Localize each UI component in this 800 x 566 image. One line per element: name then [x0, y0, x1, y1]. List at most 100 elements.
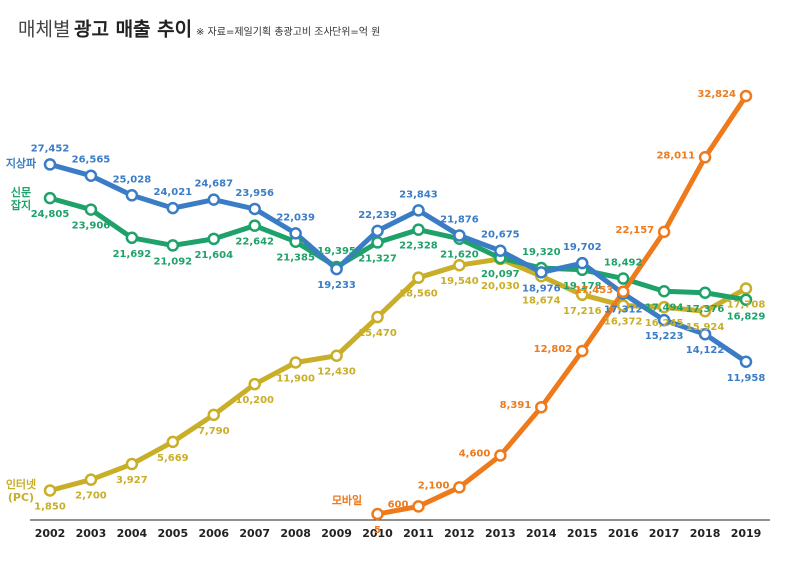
data-label: 15,223 [645, 331, 684, 342]
series-name: 모바일 [331, 494, 363, 507]
x-tick-label: 2010 [362, 527, 393, 540]
point [43, 191, 57, 205]
point [698, 304, 712, 318]
point [494, 244, 507, 257]
point [371, 224, 384, 238]
data-label: 18,560 [399, 289, 438, 300]
data-label: 26,565 [72, 155, 111, 166]
data-label: 600 [388, 499, 409, 510]
data-label: 17,708 [727, 300, 766, 311]
point [84, 473, 98, 486]
data-label: 19,540 [440, 276, 479, 287]
data-label: 23,956 [235, 188, 274, 199]
data-label: 2,100 [418, 480, 450, 491]
point [125, 457, 139, 471]
series-name: 지상파 [5, 157, 37, 170]
data-label: 28,011 [656, 150, 695, 161]
x-tick-label: 2005 [158, 527, 189, 540]
point [739, 293, 753, 306]
point [207, 193, 221, 206]
point [739, 89, 753, 103]
point [125, 189, 139, 202]
point [616, 272, 630, 285]
data-label: 4,600 [459, 448, 491, 459]
data-label: 21,620 [440, 250, 479, 261]
x-tick-label: 2017 [649, 527, 680, 540]
point [575, 344, 589, 358]
point [248, 219, 261, 232]
x-tick-label: 2009 [321, 527, 352, 540]
point [412, 500, 425, 513]
point [84, 203, 98, 216]
series-name: 인터넷 (PC) [5, 478, 37, 504]
data-label: 15,470 [358, 328, 397, 339]
point [166, 239, 180, 252]
data-label: 17,312 [604, 305, 643, 316]
data-label: 16,245 [645, 318, 684, 329]
title-prefix: 매체별 [18, 19, 70, 41]
point [207, 232, 221, 246]
data-label: 11,958 [727, 373, 766, 384]
point [371, 310, 384, 324]
x-tick-label: 2013 [485, 527, 516, 540]
data-label: 18,492 [604, 258, 643, 269]
point [657, 285, 671, 298]
data-label: 22,039 [276, 212, 315, 223]
x-tick-label: 2018 [690, 527, 721, 540]
data-label: 19,702 [563, 242, 602, 253]
data-label: 19,178 [563, 281, 602, 292]
x-tick-label: 2012 [444, 527, 475, 540]
series-line [377, 94, 749, 517]
data-label: 24,021 [154, 187, 193, 198]
x-tick-label: 2014 [526, 527, 557, 540]
data-label: 1,850 [34, 502, 66, 513]
data-label: 24,687 [194, 179, 233, 190]
x-tick-label: 2007 [239, 527, 270, 540]
data-label: 12,802 [534, 344, 573, 355]
data-label: 18,976 [522, 283, 561, 294]
data-label: 27,452 [31, 143, 70, 154]
x-tick-label: 2002 [35, 527, 66, 540]
point [698, 286, 712, 300]
data-label: 22,239 [358, 210, 397, 221]
data-label: 12,430 [317, 367, 356, 378]
data-label: 21,604 [194, 250, 233, 261]
data-label: 23,843 [399, 189, 438, 200]
data-label: 11,900 [276, 373, 315, 384]
data-label: 23,906 [72, 221, 111, 232]
x-tick-label: 2003 [76, 527, 107, 540]
data-label: 17,494 [645, 302, 684, 313]
series-line [49, 256, 748, 493]
point [657, 313, 671, 327]
data-label: 21,385 [276, 253, 315, 264]
series-line [49, 195, 747, 303]
point [453, 258, 466, 272]
x-tick-label: 2011 [403, 527, 434, 540]
data-label: 20,675 [481, 230, 520, 241]
data-label: 2,700 [75, 491, 107, 502]
point [698, 327, 712, 341]
point [616, 285, 630, 299]
data-label: 25,028 [113, 174, 152, 185]
source-note: ※ 자료=제일기획 총광고비 조사 [196, 26, 333, 38]
point [412, 223, 425, 236]
data-label: 21,692 [113, 249, 152, 260]
data-label: 16,829 [727, 312, 766, 323]
point [535, 266, 548, 279]
point [575, 288, 589, 302]
x-tick-label: 2016 [608, 527, 639, 540]
point [166, 201, 180, 215]
data-label: 22,157 [616, 225, 655, 236]
x-tick-label: 2008 [280, 527, 311, 540]
point [289, 356, 302, 369]
data-label: 32,824 [697, 89, 736, 100]
point [43, 484, 57, 497]
point [43, 158, 57, 171]
point [616, 299, 630, 312]
point [657, 300, 671, 314]
x-tick-label: 2004 [117, 527, 148, 540]
data-label: 14,122 [686, 345, 725, 356]
series-name: 신문 잡지 [10, 186, 32, 212]
chart-title: 광고 매출 추이 [74, 19, 192, 41]
